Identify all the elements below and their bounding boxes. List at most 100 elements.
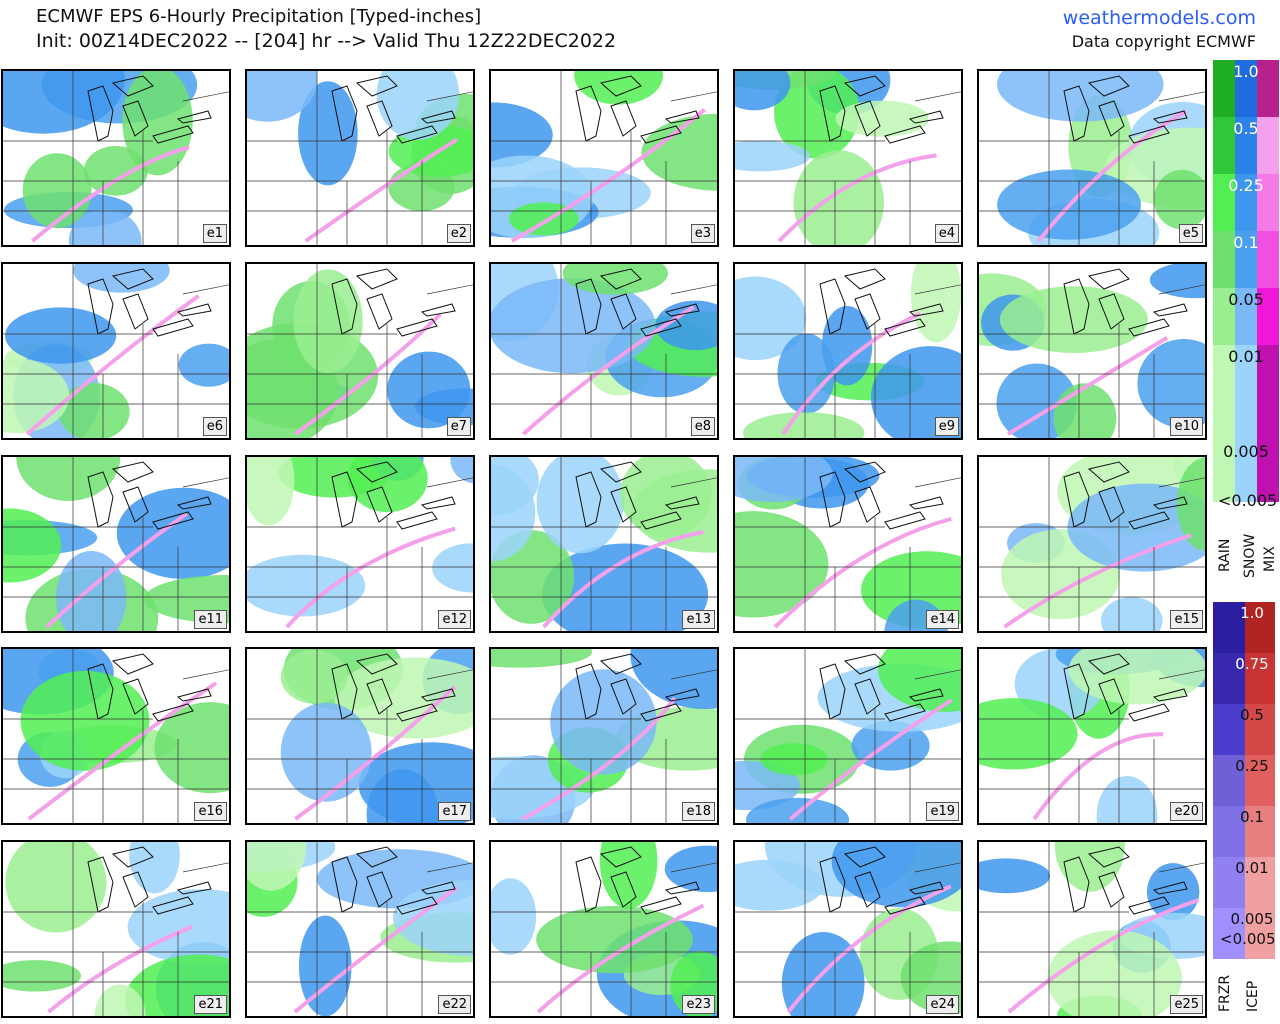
- legend-row: 0.005: [1213, 908, 1279, 959]
- member-label: e9: [934, 417, 959, 436]
- state-borders: [491, 457, 717, 631]
- precip-area: [122, 71, 193, 176]
- ensemble-panel-e24: e24: [733, 840, 963, 1018]
- member-label: e10: [1170, 417, 1203, 436]
- precip-area: [574, 71, 663, 105]
- precip-area: [387, 351, 471, 429]
- state-borders: [735, 264, 961, 438]
- state-borders: [979, 264, 1205, 438]
- mix-band: [304, 137, 458, 243]
- legend-level: 0.005: [1223, 442, 1269, 461]
- member-label: e20: [1170, 802, 1203, 821]
- ensemble-panel-e3: e3: [489, 69, 719, 247]
- site-link[interactable]: weathermodels.com: [1062, 7, 1256, 29]
- precip-area: [979, 698, 1078, 770]
- state-borders: [979, 649, 1205, 823]
- mix-band: [294, 312, 442, 436]
- member-label: e18: [682, 802, 715, 821]
- mix-band: [536, 903, 705, 1014]
- ensemble-panel-e13: e13: [489, 455, 719, 633]
- copyright: Data copyright ECMWF: [1071, 32, 1256, 51]
- precip-area: [1153, 169, 1205, 230]
- precip-area: [735, 140, 810, 172]
- great-lakes: [331, 268, 456, 337]
- ensemble-panel-e14: e14: [733, 455, 963, 633]
- state-borders: [247, 842, 473, 1016]
- ensemble-panel-e21: e21: [1, 840, 231, 1018]
- mix-band: [1037, 109, 1188, 243]
- great-lakes: [87, 75, 212, 144]
- precip-area: [536, 906, 693, 974]
- precip-area: [5, 842, 107, 933]
- member-label: e3: [690, 224, 715, 243]
- precip-area: [1067, 483, 1205, 572]
- precip-area: [735, 457, 833, 502]
- legend-level: 1.0: [1233, 62, 1259, 81]
- ensemble-panel-e19: e19: [733, 647, 963, 825]
- precip-area: [58, 383, 130, 438]
- ensemble-panel-e23: e23: [489, 840, 719, 1018]
- precip-area: [996, 71, 1164, 122]
- great-lakes: [819, 461, 944, 530]
- precip-area: [1137, 339, 1205, 429]
- precip-area: [16, 457, 121, 501]
- ensemble-panel-e17: e17: [245, 647, 475, 825]
- precip-area: [735, 276, 807, 361]
- precip-area: [979, 858, 1051, 894]
- precip-area: [432, 543, 473, 593]
- state-borders: [979, 842, 1205, 1016]
- precip-area: [347, 457, 428, 513]
- precip-area: [641, 113, 717, 191]
- great-lakes: [819, 653, 944, 722]
- precip-area: [1176, 457, 1205, 551]
- precip-area: [491, 649, 593, 668]
- great-lakes: [331, 75, 456, 144]
- precip-area: [72, 264, 170, 293]
- member-label: e21: [194, 995, 227, 1014]
- precip-area: [655, 300, 717, 351]
- mix-band: [777, 153, 937, 243]
- precip-area: [392, 879, 473, 957]
- precip-area: [247, 554, 366, 617]
- legend-row: 0.5: [1213, 117, 1279, 174]
- state-borders: [491, 649, 717, 823]
- legend-rain-snow-mix: 1.0 0.5 0.25 0.1 0.05 0.01 0.005: [1213, 60, 1279, 502]
- legend-level: 0.1: [1233, 233, 1259, 252]
- ensemble-panel-e18: e18: [489, 647, 719, 825]
- state-borders: [247, 649, 473, 823]
- precip-area: [83, 146, 148, 196]
- state-borders: [979, 71, 1205, 245]
- precip-area: [491, 278, 656, 374]
- ensemble-panel-e12: e12: [245, 455, 475, 633]
- legend-row: 0.05: [1213, 288, 1279, 345]
- precip-area: [491, 465, 536, 562]
- legend-row: 1.0: [1213, 602, 1279, 653]
- state-borders: [735, 457, 961, 631]
- state-borders: [3, 71, 229, 245]
- ensemble-panel-e5: e5: [977, 69, 1207, 247]
- legend-level: 0.1: [1240, 808, 1264, 826]
- chart-subtitle: Init: 00Z14DEC2022 -- [204] hr --> Valid…: [36, 30, 617, 52]
- precip-area: [735, 859, 824, 911]
- great-lakes: [1063, 461, 1188, 530]
- member-label: e13: [682, 610, 715, 629]
- great-lakes: [1063, 75, 1188, 144]
- legend-level: 0.25: [1228, 176, 1264, 195]
- legend-level: 0.25: [1235, 757, 1269, 775]
- precip-area: [20, 670, 150, 771]
- precip-area: [376, 71, 460, 141]
- precip-area: [56, 550, 127, 631]
- member-label: e14: [926, 610, 959, 629]
- state-borders: [735, 842, 961, 1016]
- member-label: e15: [1170, 610, 1203, 629]
- great-lakes: [575, 653, 700, 722]
- precip-area: [178, 343, 229, 387]
- precip-area: [831, 842, 961, 908]
- member-label: e8: [690, 417, 715, 436]
- precip-area: [835, 100, 929, 137]
- mix-band: [47, 924, 194, 1014]
- legend-row: 0.005: [1213, 402, 1279, 502]
- precip-area: [298, 81, 358, 186]
- state-borders: [3, 649, 229, 823]
- member-label: e23: [682, 995, 715, 1014]
